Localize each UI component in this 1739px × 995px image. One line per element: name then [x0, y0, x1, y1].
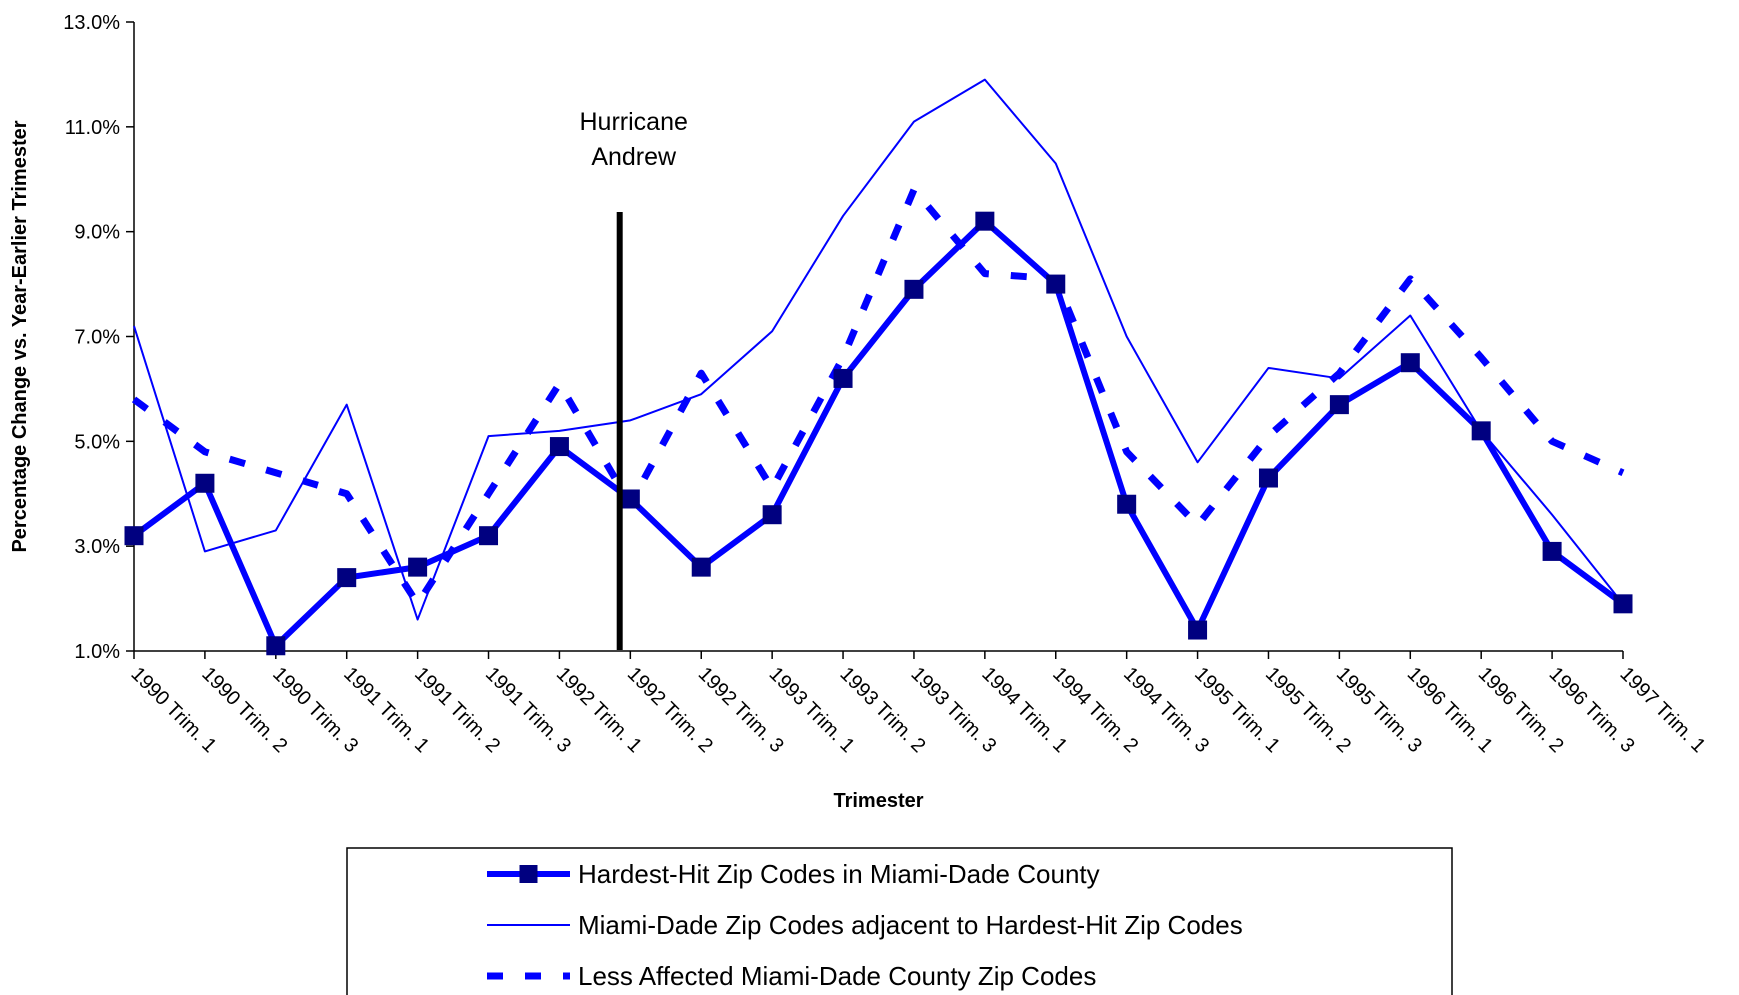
- y-tick-label: 13.0%: [63, 12, 120, 34]
- data-point-hardest-hit: [1542, 541, 1562, 561]
- data-point-hardest-hit: [975, 211, 995, 231]
- data-point-hardest-hit: [1613, 594, 1633, 614]
- annotation-label-line-2: Andrew: [591, 143, 677, 171]
- data-point-hardest-hit: [904, 279, 924, 299]
- legend-marker-hardest-hit: [519, 865, 538, 883]
- legend-label: Hardest-Hit Zip Codes in Miami-Dade Coun…: [578, 859, 1100, 889]
- data-point-hardest-hit: [479, 526, 499, 546]
- y-tick-label: 3.0%: [74, 536, 120, 558]
- data-point-hardest-hit: [762, 505, 782, 525]
- data-point-hardest-hit: [1046, 274, 1066, 294]
- y-axis-title: Percentage Change vs. Year-Earlier Trime…: [9, 120, 31, 552]
- y-tick-label: 5.0%: [74, 431, 120, 453]
- y-tick-label: 1.0%: [74, 641, 120, 663]
- legend-label: Miami-Dade Zip Codes adjacent to Hardest…: [578, 910, 1243, 940]
- annotation-label-line-1: Hurricane: [580, 108, 688, 136]
- data-point-hardest-hit: [124, 526, 144, 546]
- data-point-hardest-hit: [1258, 468, 1278, 488]
- data-point-hardest-hit: [408, 557, 428, 577]
- series-line-hardest-hit: [132, 218, 1625, 649]
- data-point-hardest-hit: [549, 437, 569, 457]
- data-point-hardest-hit: [337, 568, 357, 588]
- data-point-hardest-hit: [1329, 395, 1349, 415]
- y-tick-label: 9.0%: [74, 222, 120, 244]
- x-axis-title: Trimester: [833, 790, 923, 812]
- data-point-hardest-hit: [1188, 620, 1208, 640]
- data-point-hardest-hit: [1400, 353, 1420, 373]
- data-point-hardest-hit: [833, 368, 853, 388]
- series-line-adjacent: [133, 78, 1624, 621]
- data-point-hardest-hit: [691, 557, 711, 577]
- y-tick-label: 11.0%: [65, 117, 120, 139]
- data-point-hardest-hit: [1471, 421, 1491, 441]
- legend-label: Less Affected Miami-Dade County Zip Code…: [578, 961, 1096, 991]
- data-point-hardest-hit: [620, 489, 640, 509]
- data-point-hardest-hit: [1117, 494, 1137, 514]
- data-point-hardest-hit: [266, 636, 286, 656]
- data-point-hardest-hit: [195, 473, 215, 493]
- series-line-less-affected: [131, 186, 1625, 608]
- y-tick-label: 7.0%: [74, 327, 120, 349]
